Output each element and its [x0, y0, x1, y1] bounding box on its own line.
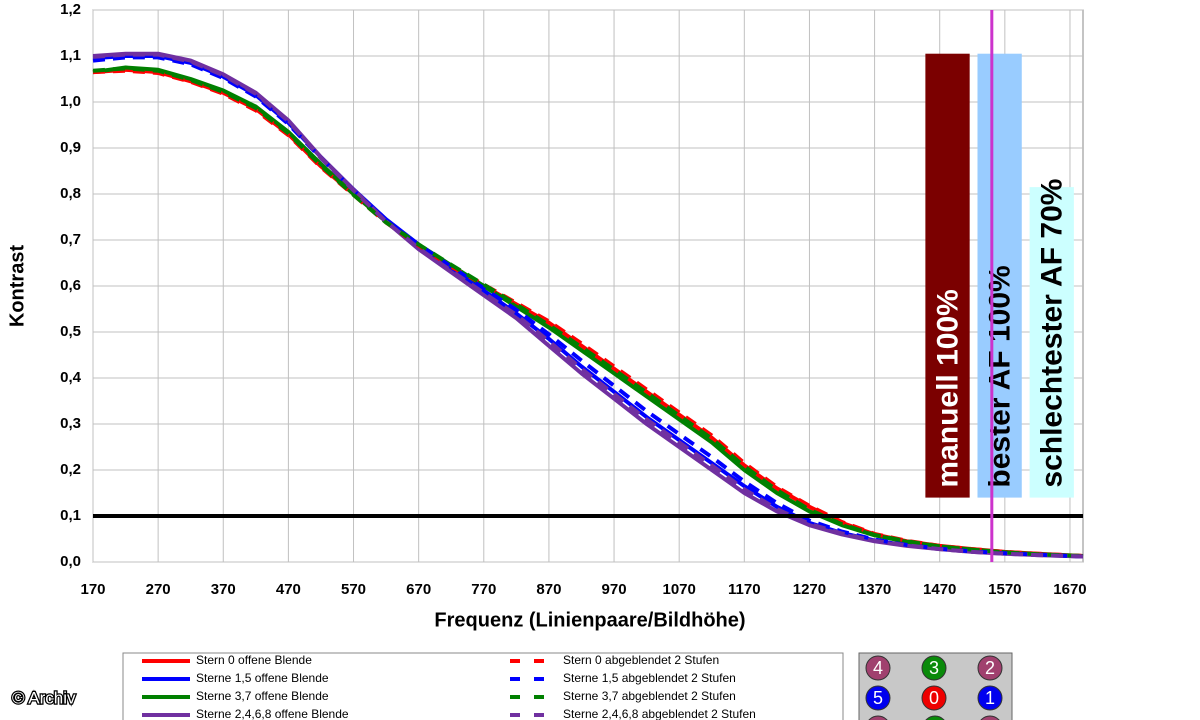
y-tick-label: 0,8: [60, 185, 81, 202]
y-tick-label: 1,0: [60, 93, 81, 110]
y-tick-label: 1,1: [60, 47, 81, 64]
y-tick-label: 0,0: [60, 553, 81, 570]
y-tick-label: 0,4: [60, 369, 82, 386]
x-tick-label: 870: [536, 581, 561, 598]
bar-label: manuell 100%: [931, 289, 964, 487]
x-tick-label: 1170: [728, 581, 761, 598]
x-tick-label: 370: [211, 581, 236, 598]
series-line: [92, 66, 1084, 558]
star-circle: [980, 715, 1000, 720]
series-line: [92, 55, 1084, 559]
legend-label: Sterne 3,7 abgeblendet 2 Stufen: [563, 689, 736, 703]
star-label: 4: [873, 658, 883, 678]
bar-label: schlechtester AF 70%: [1036, 179, 1069, 488]
star-circle: [865, 655, 891, 681]
x-tick-label: 770: [471, 581, 496, 598]
y-tick-label: 0,5: [60, 323, 81, 340]
y-tick-label: 0,7: [60, 231, 81, 248]
x-tick-label: 570: [341, 581, 366, 598]
star-circle: [925, 715, 945, 720]
y-tick-label: 0,2: [60, 461, 81, 478]
star-label: 5: [873, 688, 883, 708]
series-line: [92, 52, 1084, 559]
y-axis-label: Kontrast: [6, 245, 28, 328]
y-tick-label: 0,9: [60, 139, 81, 156]
x-tick-label: 970: [602, 581, 627, 598]
star-circle: [977, 655, 1003, 681]
star-circle: [865, 685, 891, 711]
legend-label: Stern 0 abgeblendet 2 Stufen: [563, 653, 719, 667]
bar-label: bester AF 100%: [984, 265, 1017, 487]
x-tick-label: 270: [146, 581, 171, 598]
x-tick-label: 1070: [662, 581, 695, 598]
star-label: 3: [929, 658, 939, 678]
x-tick-label: 1270: [793, 581, 826, 598]
star-circle: [977, 685, 1003, 711]
y-tick-label: 1,2: [60, 1, 81, 18]
legend-label: Sterne 2,4,6,8 abgeblendet 2 Stufen: [563, 707, 756, 720]
y-tick-label: 0,1: [60, 507, 81, 524]
x-tick-label: 470: [276, 581, 301, 598]
legend-label: Sterne 2,4,6,8 offene Blende: [196, 707, 349, 720]
x-axis-label: Frequenz (Linienpaare/Bildhöhe): [434, 609, 745, 631]
star-circle: [921, 655, 947, 681]
x-tick-label: 1470: [923, 581, 956, 598]
star-circle: [921, 685, 947, 711]
legend-label: Sterne 3,7 offene Blende: [196, 689, 329, 703]
x-tick-label: 1670: [1053, 581, 1086, 598]
legend-label: Sterne 1,5 abgeblendet 2 Stufen: [563, 671, 736, 685]
star-label: 1: [985, 688, 995, 708]
y-tick-label: 0,3: [60, 415, 81, 432]
legend-label: Sterne 1,5 offene Blende: [196, 671, 329, 685]
x-tick-label: 1570: [988, 581, 1021, 598]
legend-label: Stern 0 offene Blende: [196, 653, 312, 667]
x-tick-label: 670: [406, 581, 431, 598]
credit: © Archiv: [12, 688, 76, 707]
annotation-bar: [977, 53, 1022, 498]
x-tick-label: 170: [80, 581, 105, 598]
star-label: 2: [985, 658, 995, 678]
x-tick-label: 1370: [858, 581, 891, 598]
legend-box: [122, 652, 844, 720]
annotation-bar: [1029, 187, 1074, 498]
star-circle: [868, 715, 888, 720]
y-tick-label: 0,6: [60, 277, 81, 294]
star-label: 0: [929, 688, 939, 708]
annotation-bar: [925, 53, 970, 498]
